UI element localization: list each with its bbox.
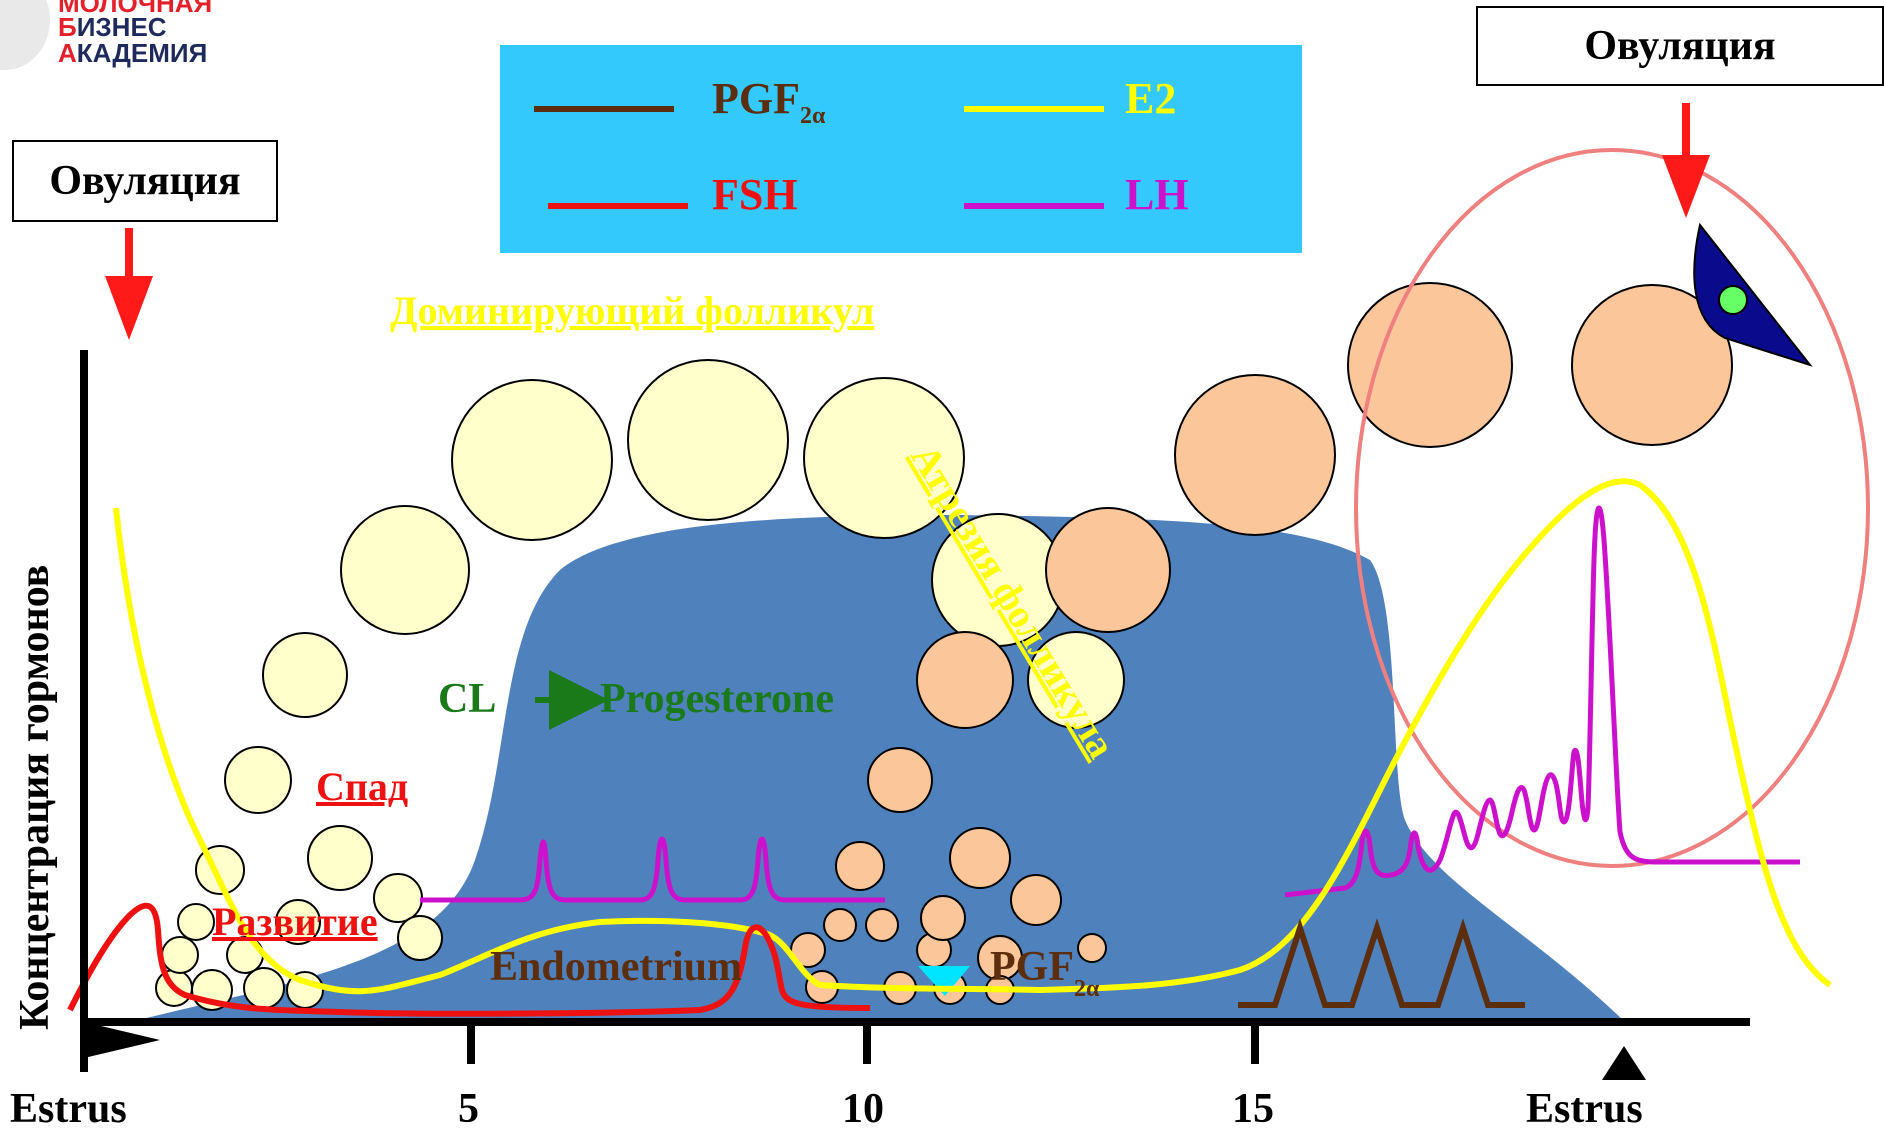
pgf-marker-icon [918, 966, 970, 996]
follicle [262, 632, 348, 718]
follicle [1174, 374, 1336, 536]
legend-lh-label: LH [1125, 170, 1189, 219]
y-axis-label: Концентрация гормонов [12, 565, 58, 1030]
follicle [823, 908, 857, 942]
x-tick-5 [467, 1022, 475, 1064]
follicle [627, 359, 789, 521]
legend-fsh-line [548, 203, 688, 209]
x-tick-label-estrus-end: Estrus [1526, 1086, 1643, 1132]
ovulation-arrow-left-icon [105, 228, 153, 340]
follicle [451, 379, 613, 541]
lh-curve [420, 836, 885, 903]
follicle [307, 825, 373, 891]
logo-line-1: МОЛОЧНАЯ [58, 0, 213, 18]
ovulation-label-left: Овуляция [12, 140, 278, 222]
cl-label: CL [438, 676, 496, 722]
follicle [1027, 631, 1125, 729]
ovulation-arrow-right-icon [1662, 103, 1710, 218]
x-tick-label-5: 5 [458, 1086, 479, 1132]
ovum-icon [1693, 222, 1813, 367]
x-tick-10 [863, 1022, 871, 1064]
legend: PGF2α E2 FSH LH [500, 45, 1302, 253]
endometrium-label: Endometrium [490, 944, 742, 990]
logo-line-3: АКАДЕМИЯ [58, 38, 208, 68]
legend-pgf-line [534, 106, 674, 112]
progesterone-label: Progesterone [600, 676, 834, 722]
follicle [373, 873, 423, 923]
decline-label: Спад [316, 764, 408, 809]
follicle [835, 841, 885, 891]
follicle [1077, 933, 1107, 963]
growing-follicles [155, 359, 1125, 1011]
legend-e2-label: E2 [1125, 74, 1177, 123]
logo: МОЛОЧНАЯ БИЗНЕС АКАДЕМИЯ [0, 0, 330, 78]
follicle [949, 827, 1011, 889]
follicle [1347, 282, 1513, 448]
legend-e2-line [964, 106, 1104, 112]
follicle [916, 631, 1014, 729]
follicle [177, 903, 215, 941]
legend-pgf-label: PGF2α [712, 74, 826, 129]
ovum-nucleus-icon [1718, 285, 1748, 315]
follicle [340, 505, 470, 635]
follicle [243, 967, 285, 1009]
follicle [920, 895, 966, 941]
follicle [224, 746, 292, 814]
follicle [275, 899, 321, 945]
follicle [803, 377, 965, 539]
estrus-marker-left-icon [84, 1022, 160, 1058]
ovulation-label-right: Овуляция [1476, 6, 1884, 86]
e2-curve [113, 478, 1832, 995]
estrus-marker-right-icon [1602, 1046, 1646, 1080]
follicle [867, 747, 933, 813]
lh-surge-curve [1284, 505, 1800, 898]
fsh-curve [67, 902, 871, 1017]
development-label: Развитие [212, 899, 378, 944]
pgf-label: PGF2α [990, 944, 1100, 1002]
legend-lh-line [964, 203, 1104, 209]
ovulating-follicle [1571, 284, 1733, 446]
x-tick-label-estrus-start: Estrus [10, 1086, 127, 1132]
logo-line-2: БИЗНЕС [58, 12, 167, 42]
x-tick-label-10: 10 [842, 1086, 884, 1132]
pgf-pulses [1238, 918, 1525, 1008]
x-tick-15 [1251, 1022, 1259, 1064]
follicle [161, 936, 199, 974]
x-tick-label-15: 15 [1232, 1086, 1274, 1132]
follicle [1045, 507, 1171, 633]
follicle [397, 915, 443, 961]
legend-fsh-label: FSH [712, 170, 798, 219]
follicle [865, 908, 899, 942]
ovulation-ellipse [1354, 148, 1870, 868]
follicle [1010, 874, 1062, 926]
dominant-follicle-label: Доминирующий фолликул [390, 288, 874, 333]
